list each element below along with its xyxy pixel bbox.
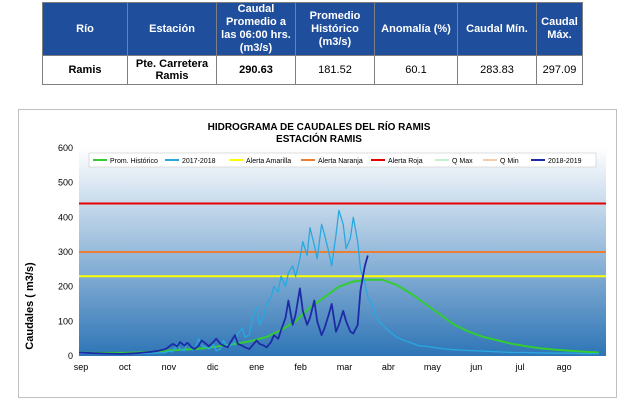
cell-anomalia: 60.1 bbox=[374, 55, 458, 85]
chart-title: HIDROGRAMA DE CAUDALES DEL RÍO RAMIS bbox=[208, 120, 431, 133]
legend-label: Q Max bbox=[452, 158, 473, 165]
x-tick-label: mar bbox=[337, 362, 353, 372]
cell-caudal-max: 297.09 bbox=[536, 55, 583, 85]
y-axis-label: Caudales ( m3/s) bbox=[24, 262, 36, 350]
x-tick-label: ago bbox=[557, 362, 572, 372]
table-row: Ramis Pte. Carretera Ramis 290.63 181.52… bbox=[42, 55, 583, 85]
plot-area: 0 100 200 300 400 500 600 sep oct nov dic ene feb mar… bbox=[58, 143, 606, 372]
summary-table: Río Estación Caudal Promedio a las 06:00… bbox=[42, 2, 583, 85]
cell-rio: Ramis bbox=[42, 55, 128, 85]
x-tick-label: feb bbox=[294, 362, 307, 372]
y-tick-label: 0 bbox=[68, 351, 73, 361]
header-rio: Río bbox=[42, 2, 128, 56]
hydrograph-chart: HIDROGRAMA DE CAUDALES DEL RÍO RAMIS EST… bbox=[18, 109, 617, 398]
cell-promedio-historico: 181.52 bbox=[295, 55, 375, 85]
y-tick-label: 200 bbox=[58, 282, 73, 292]
series-prom-historico bbox=[78, 278, 599, 354]
x-tick-label: jul bbox=[515, 362, 525, 372]
x-tick-label: dic bbox=[207, 362, 219, 372]
x-tick-label: nov bbox=[162, 362, 177, 372]
header-estacion: Estación bbox=[127, 2, 217, 56]
header-anomalia: Anomalía (%) bbox=[374, 2, 458, 56]
header-caudal-max: Caudal Máx. bbox=[536, 2, 583, 56]
series-2017-2018 bbox=[78, 209, 599, 355]
series-2018-2019 bbox=[78, 255, 369, 355]
cell-caudal-promedio: 290.63 bbox=[216, 55, 296, 85]
chart-svg: HIDROGRAMA DE CAUDALES DEL RÍO RAMIS EST… bbox=[24, 120, 606, 372]
header-caudal-min: Caudal Mín. bbox=[457, 2, 537, 56]
legend-label: 2017-2018 bbox=[182, 158, 216, 165]
y-tick-label: 400 bbox=[58, 212, 73, 222]
header-caudal-promedio: Caudal Promedio a las 06:00 hrs. (m3/s) bbox=[216, 2, 296, 56]
y-tick-label: 600 bbox=[58, 143, 73, 153]
legend: Prom. Histórico 2017-2018 Alerta Amarilla A… bbox=[88, 152, 597, 168]
x-tick-label: abr bbox=[382, 362, 395, 372]
legend-label: 2018-2019 bbox=[548, 158, 582, 165]
x-tick-label: sep bbox=[74, 362, 89, 372]
x-tick-label: ene bbox=[249, 362, 264, 372]
chart-subtitle: ESTACIÓN RAMIS bbox=[276, 132, 362, 145]
y-tick-label: 100 bbox=[58, 316, 73, 326]
cell-caudal-min: 283.83 bbox=[457, 55, 537, 85]
legend-label: Alerta Naranja bbox=[318, 158, 363, 165]
legend-label: Alerta Roja bbox=[388, 158, 423, 165]
y-tick-label: 300 bbox=[58, 247, 73, 257]
x-tick-label: jun bbox=[469, 362, 482, 372]
legend-label: Q Min bbox=[500, 158, 519, 165]
table-header-row: Río Estación Caudal Promedio a las 06:00… bbox=[42, 2, 583, 56]
y-tick-label: 500 bbox=[58, 178, 73, 188]
cell-estacion: Pte. Carretera Ramis bbox=[127, 55, 217, 85]
legend-label: Alerta Amarilla bbox=[246, 158, 291, 165]
x-tick-label: may bbox=[424, 362, 442, 372]
header-promedio-historico: Promedio Histórico (m3/s) bbox=[295, 2, 375, 56]
x-tick-label: oct bbox=[119, 362, 132, 372]
legend-label: Prom. Histórico bbox=[110, 158, 158, 165]
legend-box bbox=[88, 152, 597, 168]
